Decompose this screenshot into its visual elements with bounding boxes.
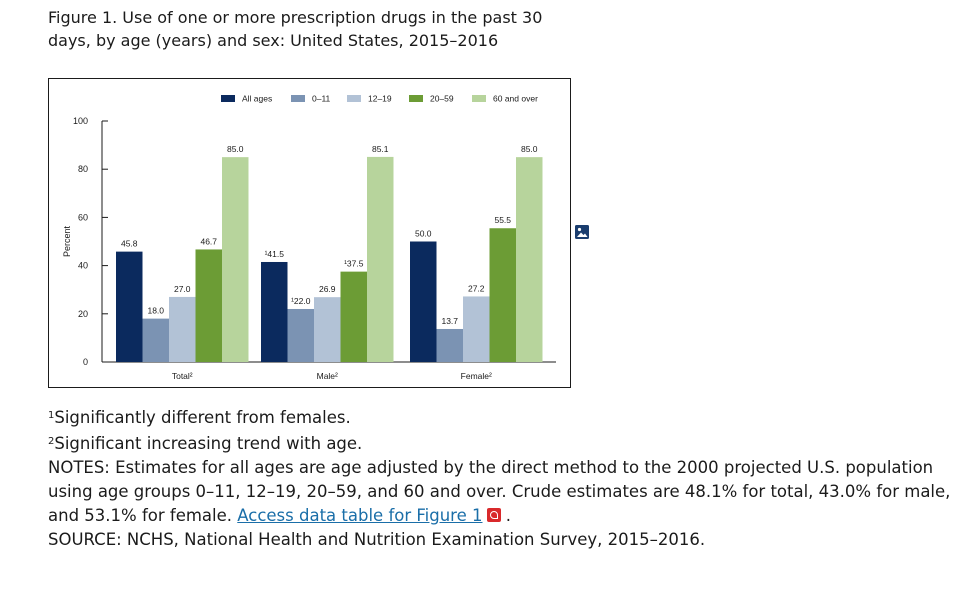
footnote-1-mark: 1 xyxy=(48,410,55,421)
bar-2-1 xyxy=(436,328,463,362)
footnote-1-text: Significantly different from females. xyxy=(54,408,351,427)
chart-frame: 0 20 40 60 80 100 Percent 45.8 18.0 27.0 46.7 85.0 T… xyxy=(48,78,571,388)
legend-swatch-1 xyxy=(291,95,305,102)
footnote-2-text: Significant increasing trend with age. xyxy=(54,434,363,453)
image-icon[interactable] xyxy=(574,224,590,240)
legend-label: All ages xyxy=(242,94,272,104)
bar-1-1 xyxy=(287,308,314,362)
bar-1-0 xyxy=(261,261,288,362)
y-tick-label: 100 xyxy=(73,116,88,126)
data-label: 18.0 xyxy=(147,306,164,316)
data-label: ¹37.5 xyxy=(344,259,364,269)
pdf-icon[interactable] xyxy=(486,508,501,522)
bar-0-1 xyxy=(142,318,169,362)
notes-paragraph: NOTES: Estimates for all ages are age ad… xyxy=(48,456,968,528)
data-label: 85.1 xyxy=(372,144,389,154)
legend-swatch-3 xyxy=(409,95,423,102)
bar-2-2 xyxy=(463,296,490,362)
footnote-1: 1Significantly different from females. xyxy=(48,404,968,430)
data-label: 85.0 xyxy=(521,144,538,154)
data-label: 45.8 xyxy=(121,239,138,249)
data-label: ¹41.5 xyxy=(265,249,285,259)
data-label: ¹22.0 xyxy=(291,296,311,306)
notes-section: 1Significantly different from females. 2… xyxy=(48,404,968,552)
data-label: 13.7 xyxy=(441,316,458,326)
legend-label: 60 and over xyxy=(493,94,538,104)
footnote-2-mark: 2 xyxy=(48,436,55,447)
bar-0-4 xyxy=(222,157,249,362)
bar-chart: 0 20 40 60 80 100 Percent 45.8 18.0 27.0 46.7 85.0 T… xyxy=(62,94,556,381)
data-label: 26.9 xyxy=(319,284,336,294)
notes-text: NOTES: Estimates for all ages are age ad… xyxy=(48,458,951,525)
x-tick-label: Female² xyxy=(461,371,492,381)
y-tick-label: 40 xyxy=(78,261,88,271)
x-tick-label: Male² xyxy=(317,371,338,381)
data-label: 27.2 xyxy=(468,283,485,293)
data-label: 27.0 xyxy=(174,284,191,294)
legend-label: 20–59 xyxy=(430,94,454,104)
bar-0-2 xyxy=(169,296,196,362)
y-axis-label: Percent xyxy=(62,225,72,257)
bar-1-3 xyxy=(340,271,367,362)
bar-2-3 xyxy=(489,228,516,362)
data-table-link[interactable]: Access data table for Figure 1 xyxy=(237,506,483,525)
data-label: 85.0 xyxy=(227,144,244,154)
legend-swatch-0 xyxy=(221,95,235,102)
y-tick-label: 80 xyxy=(78,164,88,174)
legend-swatch-4 xyxy=(472,95,486,102)
data-label: 55.5 xyxy=(494,215,511,225)
footnote-2: 2Significant increasing trend with age. xyxy=(48,430,968,456)
legend-swatch-2 xyxy=(347,95,361,102)
y-tick-label: 60 xyxy=(78,212,88,222)
y-tick-label: 20 xyxy=(78,309,88,319)
figure-title: Figure 1. Use of one or more prescriptio… xyxy=(48,8,543,50)
legend-label: 12–19 xyxy=(368,94,392,104)
bar-2-4 xyxy=(516,157,543,362)
x-tick-label: Total² xyxy=(172,371,193,381)
bar-0-3 xyxy=(195,249,222,362)
legend-label: 0–11 xyxy=(312,94,331,104)
source-line: SOURCE: NCHS, National Health and Nutrit… xyxy=(48,530,706,549)
data-label: 46.7 xyxy=(200,236,217,246)
bar-0-0 xyxy=(116,251,143,362)
data-label: 50.0 xyxy=(415,229,432,239)
bar-2-0 xyxy=(410,241,437,362)
bar-1-2 xyxy=(314,297,341,362)
notes-period: . xyxy=(505,506,511,525)
y-tick-label: 0 xyxy=(83,357,88,367)
bar-1-4 xyxy=(367,156,394,362)
